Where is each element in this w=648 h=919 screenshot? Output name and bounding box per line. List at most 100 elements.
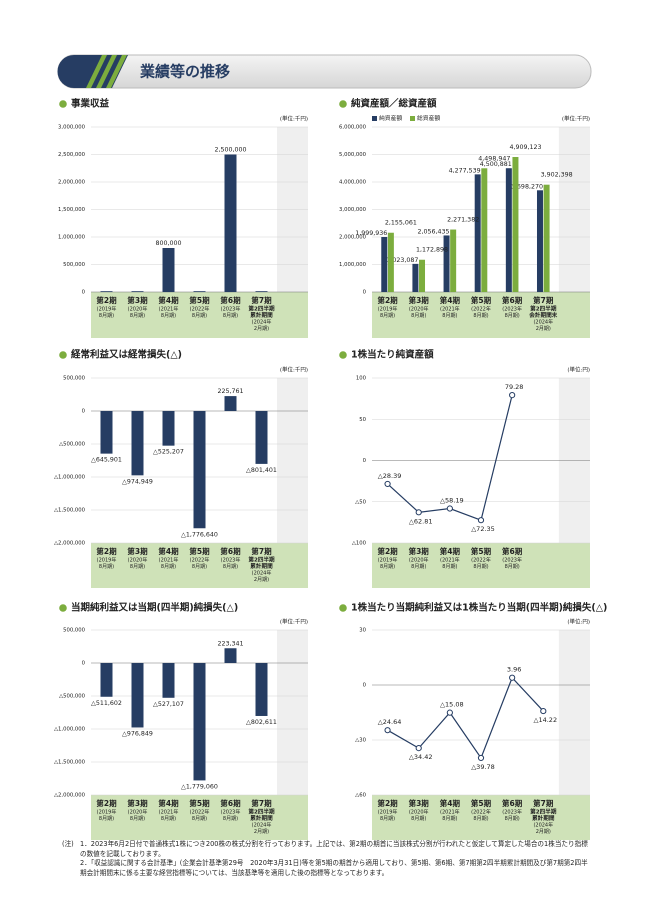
category-sub: 第2四半期 [529,808,557,816]
category-sub: (2023年 [221,557,241,564]
category-sub: 8月期) [505,313,520,319]
category-sub: (2020年 [409,306,429,313]
legend-label: 純資産額 [379,114,402,122]
point [384,727,391,734]
chart-title: 1株当たり純資産額 [351,349,434,361]
chart-title: 当期純利益又は当期(四半期)純損失(△) [71,602,238,614]
y-tick-label: △60 [355,793,366,799]
category-sub: (2020年 [128,306,148,313]
category-label: 第5期 [189,798,210,808]
value-label: △1,779,060 [181,783,218,790]
category-sub: 8月期) [223,816,238,822]
note: 2．「収益認識に関する会計基準」(企業会計基準第29号 2020年3月31日)等… [62,859,594,878]
value-label: 3,698,270 [511,183,543,190]
category-sub: 第2四半期 [247,556,275,564]
y-tick-label: 1,000,000 [58,235,86,241]
y-tick-label: 2,000,000 [339,235,367,241]
value-label: 79.28 [505,383,524,391]
category-label: 第7期 [533,295,554,305]
category-label: 第7期 [251,798,272,808]
category-sub: 2月期) [254,326,269,332]
category-sub: (2024年 [533,319,553,326]
value-label: 2,056,435 [417,228,449,235]
title-bullet [339,604,347,612]
category-sub: 8月期) [99,564,114,570]
chart-title: 純資産額／総資産額 [351,98,437,110]
category-label: 第4期 [158,546,179,556]
value-label: △24.64 [378,718,402,726]
value-label: 2,155,061 [385,220,417,227]
y-tick-label: 500,000 [63,628,86,634]
y-tick-label: △1,000,000 [54,475,86,481]
category-label: 第4期 [440,798,461,808]
unit-label: (単位:千円) [280,115,308,123]
period-shade [277,630,308,795]
category-band [91,543,308,588]
category-sub: (2019年 [378,557,398,564]
category-sub: 8月期) [192,564,207,570]
category-label: 第2期 [377,295,398,305]
value-label: 1,023,087 [386,257,418,264]
category-sub: (2019年 [97,306,117,313]
title-bullet [59,100,67,108]
bar [481,168,488,292]
category-sub: 8月期) [192,816,207,822]
point [477,754,485,762]
value-label: △72.35 [471,525,495,533]
bar [512,156,519,292]
bar [224,648,237,663]
y-tick-label: △1,000,000 [54,727,86,733]
category-label: 第5期 [189,295,210,305]
y-tick-label: 100 [356,376,367,382]
category-sub: 8月期) [473,564,488,570]
bar [100,291,113,292]
value-label: 225,761 [217,388,243,395]
category-sub: 累計期間 [250,311,273,319]
period-shade [277,378,308,543]
y-tick-label: △50 [355,499,366,505]
category-label: 第2期 [96,798,117,808]
bar [381,237,388,292]
bar [131,663,144,728]
bar [543,184,550,292]
category-sub: 8月期) [473,313,488,319]
value-label: △511,602 [91,700,122,707]
y-tick-label: 50 [359,417,366,423]
category-label: 第5期 [471,295,492,305]
point [540,707,547,715]
bar [131,411,144,476]
category-sub: (2021年 [159,809,179,816]
value-label: △974,949 [122,478,153,485]
value-label: 1,999,936 [355,230,387,237]
legend-swatch [410,116,415,121]
bar [162,248,175,292]
y-tick-label: 0 [363,458,367,464]
category-sub: 8月期) [99,313,114,319]
y-tick-label: 2,000,000 [58,180,86,186]
category-sub: (2024年 [252,822,272,829]
y-tick-label: 0 [82,290,86,296]
value-label: △15.08 [440,701,464,709]
category-sub: 8月期) [505,564,520,570]
category-sub: (2023年 [502,809,522,816]
category-sub: (2020年 [409,809,429,816]
category-sub: (2021年 [440,557,460,564]
bar [443,235,450,292]
y-tick-label: 500,000 [63,376,86,382]
category-sub: 8月期) [380,564,395,570]
category-label: 第2期 [377,546,398,556]
value-label: △1,776,640 [181,531,218,538]
category-sub: 8月期) [99,816,114,822]
y-tick-label: 3,000,000 [58,125,86,131]
value-label: 4,500,881 [480,161,512,168]
bar [100,663,113,697]
y-tick-label: △2,000,000 [54,541,86,547]
point [477,517,485,524]
category-sub: 8月期) [411,564,426,570]
point [384,480,391,488]
y-tick-label: △30 [355,738,366,744]
category-label: 第3期 [409,295,430,305]
category-sub: (2019年 [378,306,398,313]
note-label: (注) [62,840,74,848]
category-band [372,543,590,588]
